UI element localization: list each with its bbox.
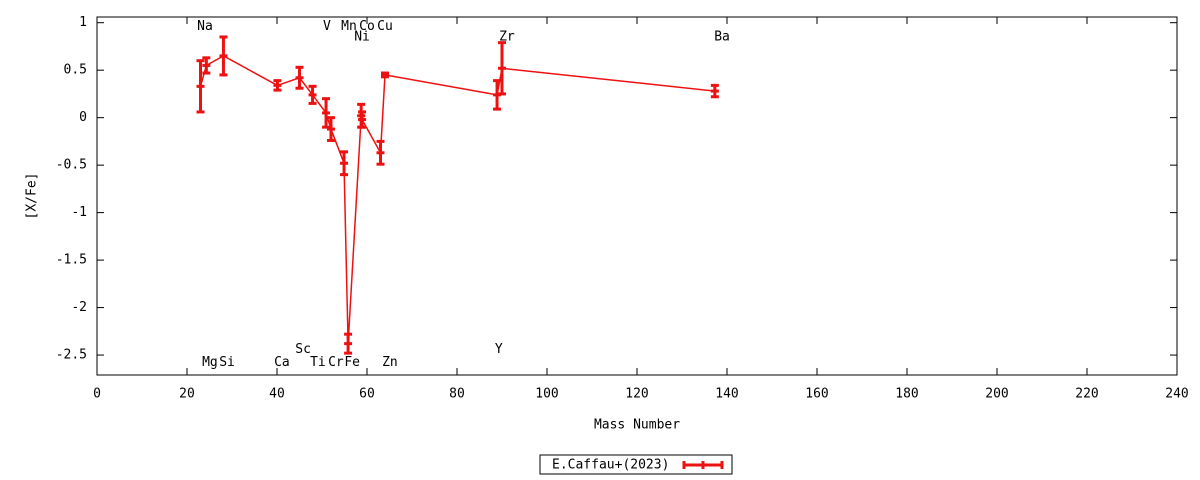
y-tick-label: -1	[71, 205, 87, 220]
x-tick-label: 180	[895, 387, 918, 402]
x-tick-label: 160	[805, 387, 828, 402]
error-bar	[376, 139, 385, 166]
error-bar	[273, 79, 282, 92]
y-tick-label: -1.5	[56, 253, 87, 268]
annotation: Si	[219, 355, 235, 370]
legend-box	[539, 454, 733, 475]
error-bar	[498, 41, 506, 96]
error-bar	[340, 150, 349, 177]
error-bar	[202, 56, 211, 75]
annotation: Ni	[354, 29, 370, 44]
data-line	[199, 55, 715, 344]
y-tick-label: 1	[79, 15, 87, 30]
y-tick-label: 0	[79, 110, 87, 125]
y-tick-label: -0.5	[56, 158, 87, 173]
annotation: Ba	[714, 29, 730, 44]
plot-frame	[96, 16, 1178, 376]
x-tick-label: 140	[715, 387, 738, 402]
y-axis-label: [X/Fe]	[25, 173, 40, 220]
error-bar	[295, 65, 304, 90]
annotation: Fe	[344, 355, 360, 370]
x-tick-label: 80	[449, 387, 465, 402]
x-tick-label: 60	[359, 387, 375, 402]
annotation: Mg	[202, 355, 218, 370]
annotation: Zr	[499, 29, 515, 44]
y-tick-label: 0.5	[64, 63, 87, 78]
x-tick-label: 0	[93, 387, 101, 402]
x-tick-label: 40	[269, 387, 285, 402]
annotation: Sc	[295, 342, 311, 357]
legend-label: E.Caffau+(2023)	[552, 458, 669, 473]
error-bar	[308, 84, 317, 105]
error-bar	[358, 110, 367, 129]
annotation: Y	[495, 342, 503, 357]
annotation: Cu	[377, 19, 393, 34]
error-bar	[322, 97, 331, 129]
error-bar	[219, 35, 228, 77]
annotation: Zn	[382, 355, 398, 370]
annotation: Cr	[328, 355, 344, 370]
x-tick-label: 200	[985, 387, 1008, 402]
error-bar	[710, 83, 719, 99]
annotation: Ca	[274, 355, 290, 370]
error-bar	[196, 59, 205, 114]
annotation: V	[323, 19, 331, 34]
x-tick-label: 120	[625, 387, 648, 402]
y-tick-label: -2.5	[56, 348, 87, 363]
x-tick-label: 20	[179, 387, 195, 402]
error-bar	[381, 71, 389, 79]
y-tick-label: -2	[71, 300, 87, 315]
x-tick-label: 100	[535, 387, 558, 402]
annotation: Mn	[341, 19, 357, 34]
x-tick-label: 240	[1165, 387, 1188, 402]
annotation: Ti	[310, 355, 326, 370]
annotation: Co	[359, 19, 375, 34]
error-bar	[344, 332, 353, 355]
x-tick-label: 220	[1075, 387, 1098, 402]
error-bar	[327, 116, 335, 142]
annotation: Na	[197, 19, 213, 34]
x-axis-label: Mass Number	[594, 418, 680, 433]
